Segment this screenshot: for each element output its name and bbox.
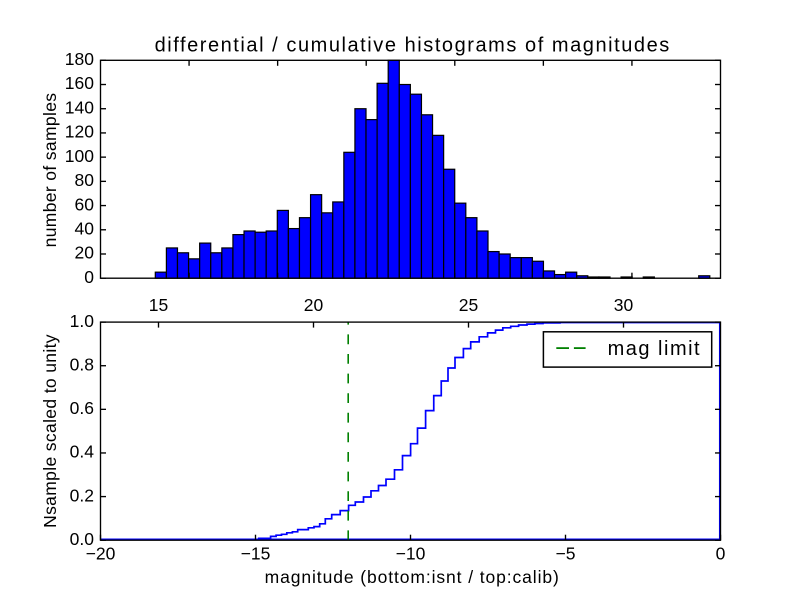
svg-text:0.6: 0.6 [70, 398, 94, 418]
svg-text:−5: −5 [556, 544, 576, 564]
svg-text:−10: −10 [396, 544, 426, 564]
svg-text:magnitude (bottom:isnt / top:c: magnitude (bottom:isnt / top:calib) [265, 567, 560, 587]
svg-text:80: 80 [75, 170, 95, 190]
svg-text:60: 60 [75, 194, 95, 214]
svg-text:20: 20 [304, 295, 324, 315]
svg-text:0.2: 0.2 [70, 485, 94, 505]
svg-text:100: 100 [65, 146, 94, 166]
svg-text:0.8: 0.8 [70, 354, 94, 374]
svg-text:120: 120 [65, 122, 94, 142]
svg-text:30: 30 [614, 295, 634, 315]
svg-text:−20: −20 [86, 544, 116, 564]
svg-text:Nsample scaled to unity: Nsample scaled to unity [40, 334, 60, 528]
svg-text:number of samples: number of samples [40, 93, 60, 248]
svg-text:0.4: 0.4 [70, 442, 95, 462]
svg-text:0: 0 [84, 267, 94, 287]
svg-text:mag limit: mag limit [608, 338, 702, 360]
svg-text:25: 25 [459, 295, 478, 315]
svg-text:0: 0 [716, 544, 726, 564]
svg-text:15: 15 [149, 295, 168, 315]
svg-text:40: 40 [75, 218, 95, 238]
svg-text:140: 140 [65, 97, 94, 117]
svg-text:1.0: 1.0 [70, 311, 95, 331]
svg-text:160: 160 [65, 73, 94, 93]
svg-text:180: 180 [65, 49, 94, 69]
svg-text:differential / cumulative hist: differential / cumulative histograms of … [155, 35, 671, 57]
svg-text:20: 20 [75, 243, 95, 263]
svg-text:0.0: 0.0 [70, 529, 95, 549]
svg-text:−15: −15 [241, 544, 271, 564]
